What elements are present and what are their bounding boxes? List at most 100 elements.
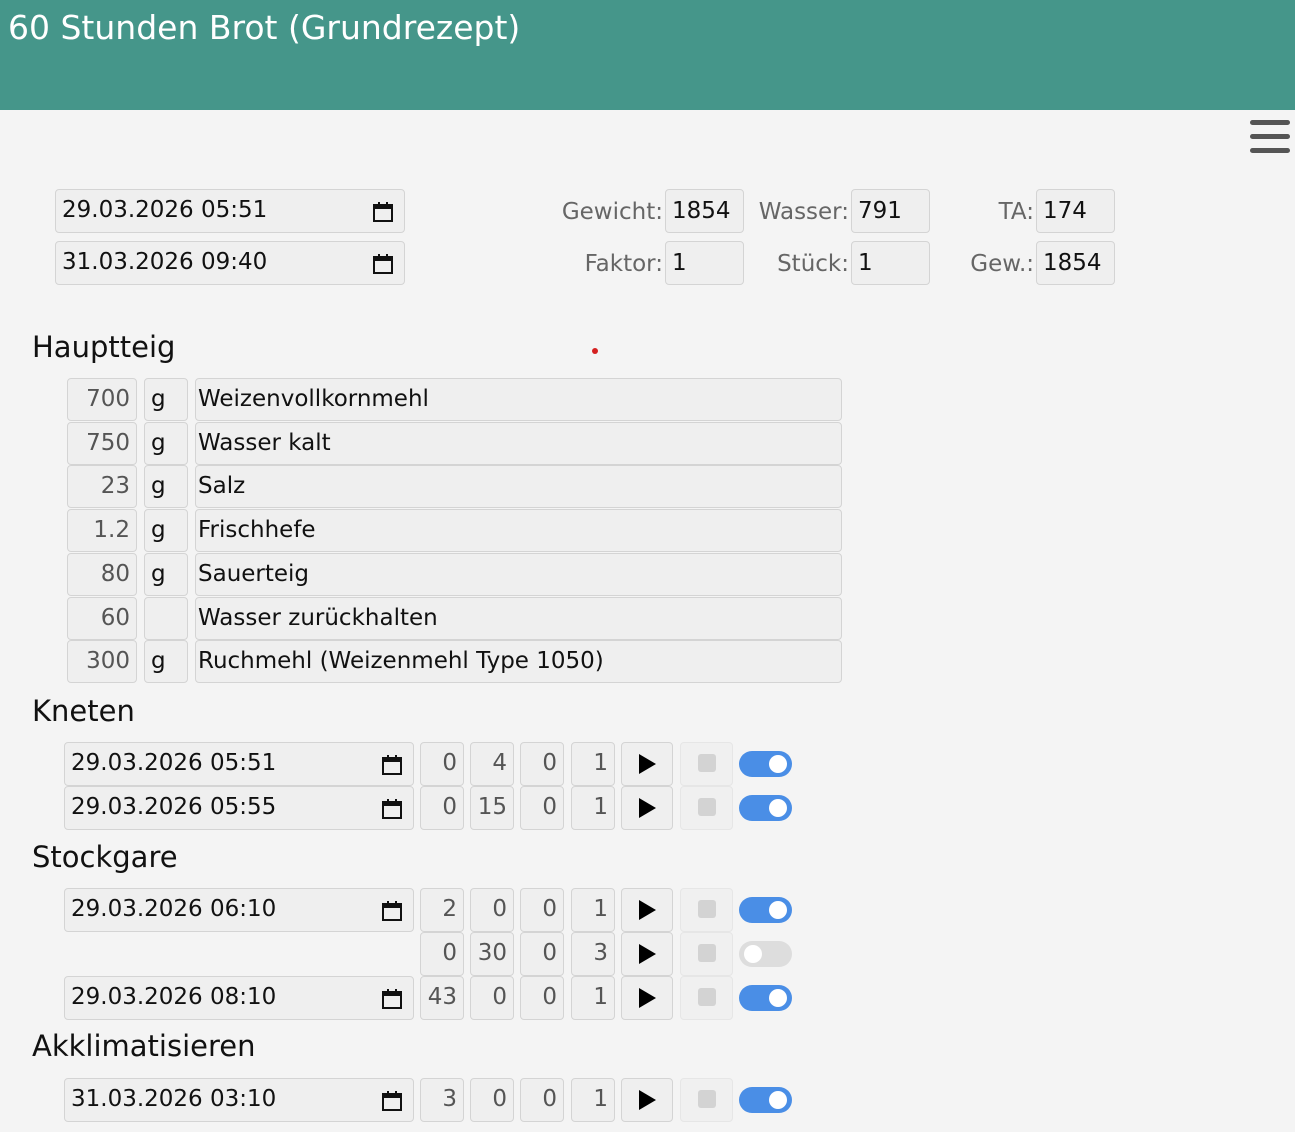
step-date-input[interactable]: 29.03.2026 08:10 xyxy=(64,976,414,1020)
calendar-icon[interactable] xyxy=(381,889,403,929)
step-duration-field[interactable]: 0 xyxy=(520,976,564,1020)
step-duration-field[interactable]: 0 xyxy=(520,932,564,976)
ingredient-name[interactable]: Frischhefe xyxy=(195,509,842,553)
start-date-input[interactable]: 29.03.2026 05:51 xyxy=(55,189,405,233)
ingredient-name[interactable]: Ruchmehl (Weizenmehl Type 1050) xyxy=(195,640,842,684)
play-button[interactable] xyxy=(621,742,673,786)
hamburger-menu-icon[interactable] xyxy=(1250,120,1290,158)
ingredient-name[interactable]: Sauerteig xyxy=(195,552,842,596)
step-duration-field[interactable]: 1 xyxy=(571,976,615,1020)
ingredient-amount[interactable]: 1.2 xyxy=(67,509,137,553)
calendar-icon[interactable] xyxy=(381,1079,403,1119)
stat-value-ta[interactable]: 174 xyxy=(1036,189,1115,233)
stop-icon xyxy=(697,944,716,962)
step-duration-field[interactable]: 1 xyxy=(571,786,615,830)
ingredient-unit[interactable]: g xyxy=(144,509,188,553)
stat-label: Faktor: xyxy=(584,251,663,277)
stop-button[interactable] xyxy=(680,1078,733,1122)
enable-toggle[interactable] xyxy=(739,751,792,777)
stat-label: Stück: xyxy=(777,251,849,277)
stop-button[interactable] xyxy=(680,932,733,976)
ingredient-unit[interactable]: g xyxy=(144,421,188,465)
play-button[interactable] xyxy=(621,932,673,976)
stat-value-faktor[interactable]: 1 xyxy=(665,241,744,285)
play-button[interactable] xyxy=(621,888,673,932)
step-duration-field[interactable]: 0 xyxy=(520,786,564,830)
step-duration-field[interactable]: 15 xyxy=(470,786,514,830)
play-button[interactable] xyxy=(621,976,673,1020)
stat-label: Gewicht: xyxy=(561,199,663,225)
ingredient-amount[interactable]: 60 xyxy=(67,596,137,640)
step-duration-field[interactable]: 0 xyxy=(520,888,564,932)
play-icon xyxy=(639,988,656,1008)
section-title: Hauptteig xyxy=(32,330,176,364)
ingredient-amount[interactable]: 300 xyxy=(67,640,137,684)
step-duration-field[interactable]: 1 xyxy=(571,888,615,932)
ingredient-amount[interactable]: 80 xyxy=(67,552,137,596)
step-duration-field[interactable]: 0 xyxy=(420,786,464,830)
ingredient-unit[interactable]: g xyxy=(144,465,188,509)
calendar-icon[interactable] xyxy=(372,242,394,282)
stat-value-gew[interactable]: 1854 xyxy=(1036,241,1115,285)
step-duration-field[interactable]: 43 xyxy=(420,976,464,1020)
play-icon xyxy=(639,1090,656,1110)
ingredient-name[interactable]: Salz xyxy=(195,465,842,509)
enable-toggle[interactable] xyxy=(739,985,792,1011)
date-value: 31.03.2026 03:10 xyxy=(71,1086,277,1112)
step-duration-field[interactable]: 0 xyxy=(470,976,514,1020)
stop-icon xyxy=(697,1090,716,1108)
step-duration-field[interactable]: 0 xyxy=(470,888,514,932)
stop-button[interactable] xyxy=(680,786,733,830)
step-duration-field[interactable]: 30 xyxy=(470,932,514,976)
ingredient-name[interactable]: Weizenvollkornmehl xyxy=(195,378,842,421)
step-duration-field[interactable]: 3 xyxy=(420,1078,464,1122)
step-duration-field[interactable]: 0 xyxy=(470,1078,514,1122)
step-duration-field[interactable]: 0 xyxy=(520,1078,564,1122)
step-duration-field[interactable]: 2 xyxy=(420,888,464,932)
stop-button[interactable] xyxy=(680,976,733,1020)
stat-value-wasser[interactable]: 791 xyxy=(851,189,930,233)
stat-label: Wasser: xyxy=(758,199,849,225)
step-duration-field[interactable]: 0 xyxy=(420,742,464,786)
step-date-input[interactable]: 31.03.2026 03:10 xyxy=(64,1078,414,1122)
stop-icon xyxy=(697,798,716,816)
step-duration-field[interactable]: 0 xyxy=(520,742,564,786)
end-date-input[interactable]: 31.03.2026 09:40 xyxy=(55,241,405,285)
calendar-icon[interactable] xyxy=(381,787,403,827)
ingredient-name[interactable]: Wasser zurückhalten xyxy=(195,596,842,640)
step-duration-field[interactable]: 4 xyxy=(470,742,514,786)
ingredient-unit[interactable]: g xyxy=(144,552,188,596)
play-button[interactable] xyxy=(621,1078,673,1122)
play-icon xyxy=(639,944,656,964)
ingredient-unit[interactable]: g xyxy=(144,378,188,421)
step-duration-field[interactable]: 3 xyxy=(571,932,615,976)
ingredient-name[interactable]: Wasser kalt xyxy=(195,421,842,465)
page-title: 60 Stunden Brot (Grundrezept) xyxy=(8,8,521,47)
step-date-input[interactable]: 29.03.2026 05:55 xyxy=(64,786,414,830)
ingredient-amount[interactable]: 700 xyxy=(67,378,137,421)
stop-button[interactable] xyxy=(680,888,733,932)
enable-toggle[interactable] xyxy=(739,941,792,967)
step-date-input[interactable]: 29.03.2026 05:51 xyxy=(64,742,414,786)
date-value: 31.03.2026 09:40 xyxy=(62,249,268,275)
calendar-icon[interactable] xyxy=(381,743,403,783)
ingredient-amount[interactable]: 23 xyxy=(67,465,137,509)
enable-toggle[interactable] xyxy=(739,1087,792,1113)
ingredient-unit[interactable]: g xyxy=(144,640,188,684)
stop-button[interactable] xyxy=(680,742,733,786)
step-duration-field[interactable]: 0 xyxy=(420,932,464,976)
enable-toggle[interactable] xyxy=(739,897,792,923)
stat-value-stück[interactable]: 1 xyxy=(851,241,930,285)
ingredient-amount[interactable]: 750 xyxy=(67,421,137,465)
step-duration-field[interactable]: 1 xyxy=(571,742,615,786)
ingredient-unit[interactable] xyxy=(144,596,188,640)
calendar-icon[interactable] xyxy=(381,977,403,1017)
enable-toggle[interactable] xyxy=(739,795,792,821)
status-dot xyxy=(592,348,598,354)
stat-value-gewicht[interactable]: 1854 xyxy=(665,189,744,233)
stop-icon xyxy=(697,754,716,772)
play-button[interactable] xyxy=(621,786,673,830)
step-date-input[interactable]: 29.03.2026 06:10 xyxy=(64,888,414,932)
step-duration-field[interactable]: 1 xyxy=(571,1078,615,1122)
calendar-icon[interactable] xyxy=(372,190,394,230)
